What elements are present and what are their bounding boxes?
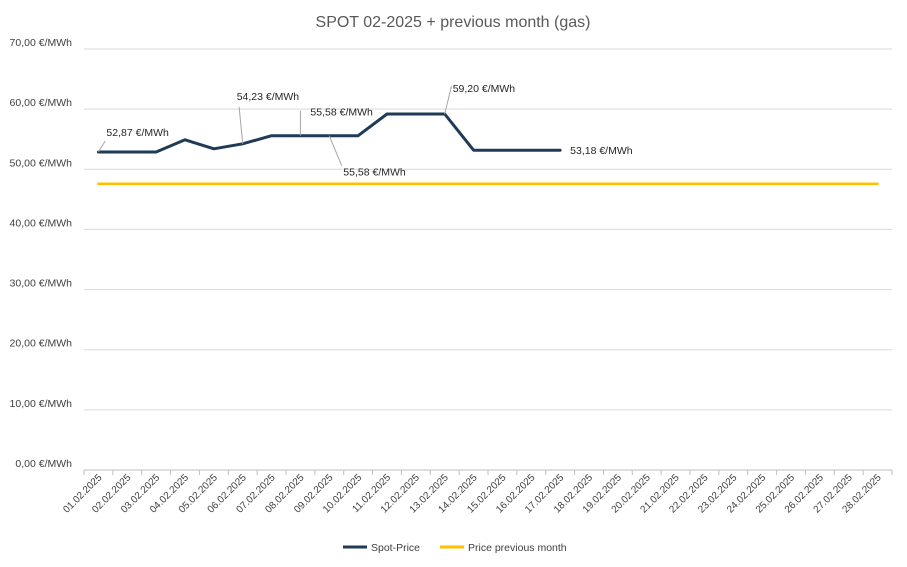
- y-tick-label: 20,00 €/MWh: [10, 338, 73, 350]
- y-tick-label: 0,00 €/MWh: [15, 458, 72, 470]
- legend: Spot-Price Price previous month: [343, 542, 567, 554]
- data-label: 59,20 €/MWh: [453, 83, 516, 95]
- series-lines: [96, 112, 879, 185]
- legend-label: Price previous month: [468, 542, 567, 554]
- data-label: 55,58 €/MWh: [343, 167, 406, 179]
- legend-label: Spot-Price: [371, 542, 420, 554]
- annotation-leader: [328, 135, 343, 166]
- y-tick-label: 40,00 €/MWh: [10, 217, 73, 229]
- annotation-leader: [444, 85, 453, 115]
- y-tick-label: 50,00 €/MWh: [10, 157, 73, 169]
- annotation-leader: [238, 106, 244, 144]
- chart-title: SPOT 02-2025 + previous month (gas): [316, 14, 591, 31]
- y-tick-label: 60,00 €/MWh: [10, 97, 73, 109]
- x-axis-ticks: 01.02.202502.02.202503.02.202504.02.2025…: [61, 472, 884, 515]
- y-tick-label: 70,00 €/MWh: [10, 37, 73, 49]
- y-tick-label: 30,00 €/MWh: [10, 278, 73, 290]
- series-line-spot-price: [96, 112, 562, 154]
- data-label: 53,18 €/MWh: [570, 145, 633, 157]
- y-tick-label: 10,00 €/MWh: [10, 398, 73, 410]
- annotation-leader: [98, 140, 106, 153]
- data-annotations: 52,87 €/MWh 54,23 €/MWh 55,58 €/MWh 55,58 €…: [98, 83, 633, 179]
- gridlines: [83, 48, 893, 475]
- data-label: 54,23 €/MWh: [237, 91, 300, 103]
- data-label: 55,58 €/MWh: [310, 107, 373, 119]
- data-label: 52,87 €/MWh: [106, 127, 169, 139]
- y-axis-ticks: 0,00 €/MWh 10,00 €/MWh 20,00 €/MWh 30,00 €/…: [10, 37, 73, 470]
